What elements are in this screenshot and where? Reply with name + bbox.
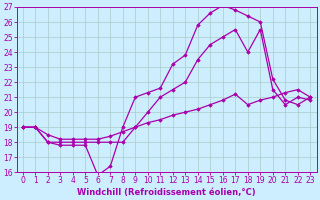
X-axis label: Windchill (Refroidissement éolien,°C): Windchill (Refroidissement éolien,°C) xyxy=(77,188,256,197)
